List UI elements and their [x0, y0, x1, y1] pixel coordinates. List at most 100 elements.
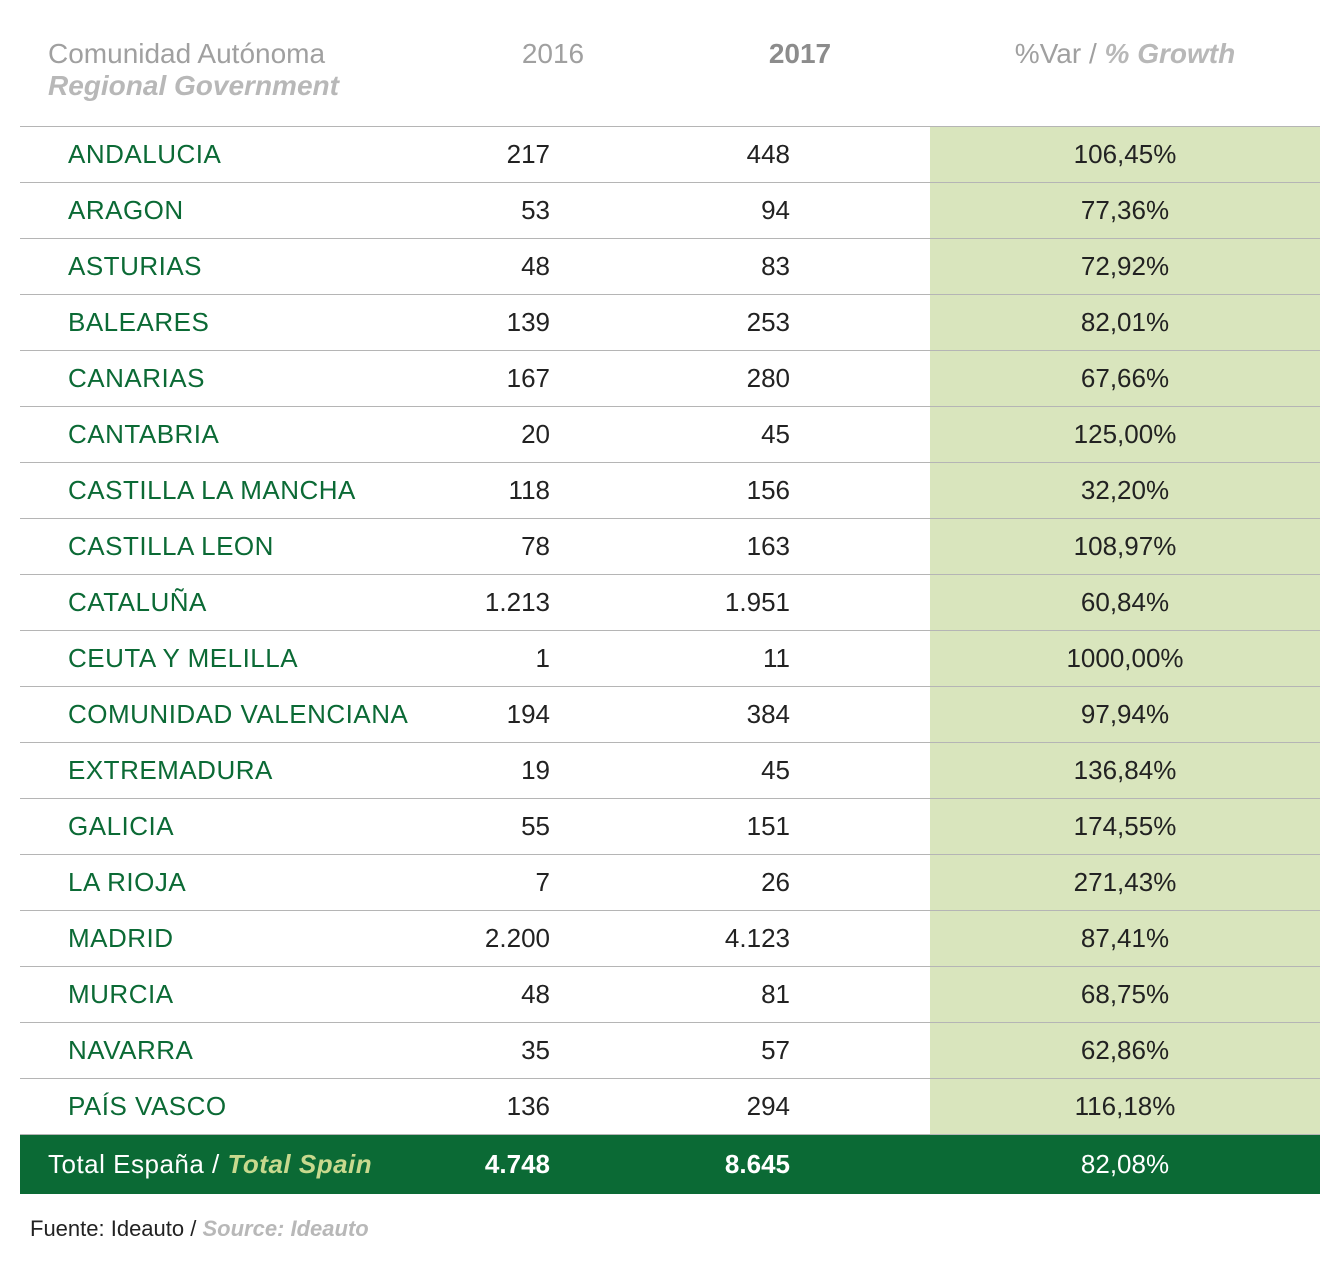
cell-region: LA RIOJA [20, 855, 436, 911]
cell-2017: 11 [670, 631, 930, 687]
cell-2017: 1.951 [670, 575, 930, 631]
cell-2017: 151 [670, 799, 930, 855]
table-row: CEUTA Y MELILLA1111000,00% [20, 631, 1320, 687]
table-total-row: Total España / Total Spain4.7488.64582,0… [20, 1135, 1320, 1195]
table-row: CASTILLA LEON78163108,97% [20, 519, 1320, 575]
cell-2017: 83 [670, 239, 930, 295]
table-row: ANDALUCIA217448106,45% [20, 127, 1320, 183]
total-2017: 8.645 [670, 1135, 930, 1195]
cell-growth: 116,18% [930, 1079, 1320, 1135]
cell-2016: 139 [436, 295, 670, 351]
cell-region: CASTILLA LA MANCHA [20, 463, 436, 519]
cell-growth: 77,36% [930, 183, 1320, 239]
cell-growth: 32,20% [930, 463, 1320, 519]
table-row: LA RIOJA726271,43% [20, 855, 1320, 911]
total-label: Total España / Total Spain [20, 1135, 436, 1195]
cell-2017: 163 [670, 519, 930, 575]
cell-growth: 68,75% [930, 967, 1320, 1023]
cell-region: BALEARES [20, 295, 436, 351]
cell-2017: 280 [670, 351, 930, 407]
table-row: CANTABRIA2045125,00% [20, 407, 1320, 463]
cell-region: GALICIA [20, 799, 436, 855]
cell-region: CASTILLA LEON [20, 519, 436, 575]
cell-2017: 156 [670, 463, 930, 519]
cell-2016: 53 [436, 183, 670, 239]
table-row: EXTREMADURA1945136,84% [20, 743, 1320, 799]
table-row: NAVARRA355762,86% [20, 1023, 1320, 1079]
cell-2017: 26 [670, 855, 930, 911]
total-growth: 82,08% [930, 1135, 1320, 1195]
cell-region: COMUNIDAD VALENCIANA [20, 687, 436, 743]
table-header: Comunidad Autónoma Regional Government 2… [20, 20, 1320, 127]
table-row: COMUNIDAD VALENCIANA19438497,94% [20, 687, 1320, 743]
cell-growth: 174,55% [930, 799, 1320, 855]
cell-2016: 118 [436, 463, 670, 519]
source-sub: Source: Ideauto [202, 1216, 368, 1241]
cell-growth: 125,00% [930, 407, 1320, 463]
cell-2017: 448 [670, 127, 930, 183]
cell-2016: 55 [436, 799, 670, 855]
cell-2017: 45 [670, 743, 930, 799]
header-2016: 2016 [436, 20, 670, 127]
regional-data-table: Comunidad Autónoma Regional Government 2… [20, 20, 1320, 1194]
header-growth-sub: % Growth [1105, 38, 1236, 69]
cell-2017: 4.123 [670, 911, 930, 967]
cell-2016: 167 [436, 351, 670, 407]
total-label-main: Total España / [48, 1149, 228, 1179]
cell-growth: 106,45% [930, 127, 1320, 183]
cell-region: CANTABRIA [20, 407, 436, 463]
table-row: BALEARES13925382,01% [20, 295, 1320, 351]
cell-2016: 78 [436, 519, 670, 575]
cell-2016: 217 [436, 127, 670, 183]
source-main: Fuente: Ideauto / [30, 1216, 202, 1241]
total-label-sub: Total Spain [228, 1149, 373, 1179]
cell-growth: 136,84% [930, 743, 1320, 799]
cell-2017: 81 [670, 967, 930, 1023]
cell-growth: 82,01% [930, 295, 1320, 351]
cell-growth: 97,94% [930, 687, 1320, 743]
header-region-main: Comunidad Autónoma [48, 38, 424, 70]
cell-region: ARAGON [20, 183, 436, 239]
cell-region: EXTREMADURA [20, 743, 436, 799]
cell-2017: 94 [670, 183, 930, 239]
cell-region: PAÍS VASCO [20, 1079, 436, 1135]
header-growth: %Var / % Growth [930, 20, 1320, 127]
table-row: CATALUÑA1.2131.95160,84% [20, 575, 1320, 631]
cell-growth: 62,86% [930, 1023, 1320, 1079]
cell-2016: 136 [436, 1079, 670, 1135]
cell-2016: 1 [436, 631, 670, 687]
cell-growth: 1000,00% [930, 631, 1320, 687]
cell-2016: 194 [436, 687, 670, 743]
cell-growth: 108,97% [930, 519, 1320, 575]
cell-2016: 48 [436, 967, 670, 1023]
cell-region: MADRID [20, 911, 436, 967]
cell-region: CANARIAS [20, 351, 436, 407]
cell-growth: 67,66% [930, 351, 1320, 407]
header-growth-main: %Var / [1015, 38, 1105, 69]
table-row: MURCIA488168,75% [20, 967, 1320, 1023]
table-row: ARAGON539477,36% [20, 183, 1320, 239]
header-region-sub: Regional Government [48, 70, 424, 102]
cell-2016: 19 [436, 743, 670, 799]
table-row: ASTURIAS488372,92% [20, 239, 1320, 295]
cell-2017: 294 [670, 1079, 930, 1135]
cell-2016: 48 [436, 239, 670, 295]
table-row: GALICIA55151174,55% [20, 799, 1320, 855]
cell-region: MURCIA [20, 967, 436, 1023]
table-row: CASTILLA LA MANCHA11815632,20% [20, 463, 1320, 519]
header-2017: 2017 [670, 20, 930, 127]
cell-2016: 7 [436, 855, 670, 911]
cell-region: ASTURIAS [20, 239, 436, 295]
header-region: Comunidad Autónoma Regional Government [20, 20, 436, 127]
cell-growth: 72,92% [930, 239, 1320, 295]
source-footer: Fuente: Ideauto / Source: Ideauto [20, 1216, 1320, 1242]
cell-2016: 35 [436, 1023, 670, 1079]
table-row: PAÍS VASCO136294116,18% [20, 1079, 1320, 1135]
cell-region: CEUTA Y MELILLA [20, 631, 436, 687]
table-body: ANDALUCIA217448106,45%ARAGON539477,36%AS… [20, 127, 1320, 1195]
cell-2017: 253 [670, 295, 930, 351]
cell-growth: 87,41% [930, 911, 1320, 967]
cell-region: ANDALUCIA [20, 127, 436, 183]
cell-2016: 2.200 [436, 911, 670, 967]
cell-2017: 57 [670, 1023, 930, 1079]
